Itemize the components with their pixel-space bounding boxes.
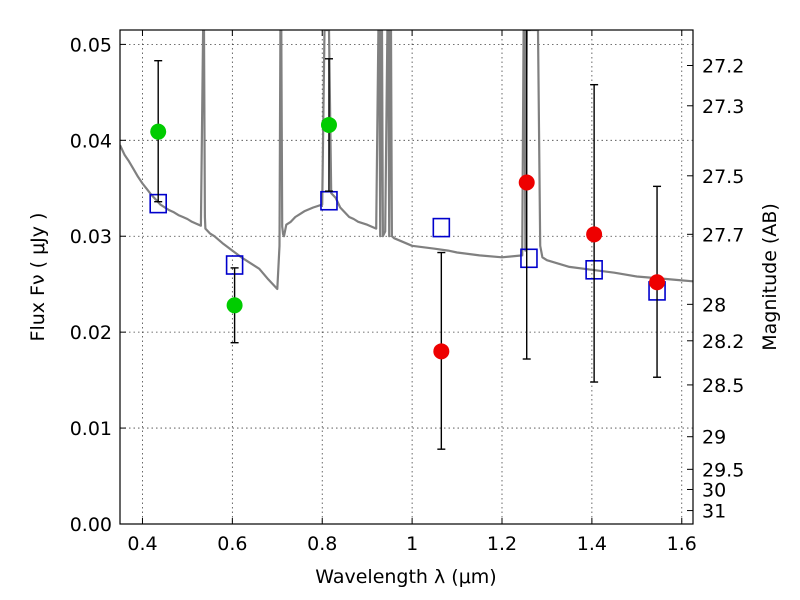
observed-flux-point (586, 226, 603, 243)
y2-tick-label: 27.3 (702, 96, 744, 118)
observed-flux-point (320, 116, 337, 133)
y2-tick-label: 28 (702, 294, 726, 316)
y2-tick-label: 27.5 (702, 166, 744, 188)
y2-tick-label: 27.7 (702, 224, 744, 246)
observed-flux-point (433, 343, 450, 360)
model-flux-square (432, 217, 451, 238)
x-tick-label: 1 (406, 533, 418, 555)
observed-flux-point (518, 174, 535, 191)
observed-flux-point (150, 123, 167, 140)
x-axis-label: Wavelength λ (μm) (315, 566, 496, 588)
y2-tick-label: 31 (702, 501, 726, 523)
observed-flux-point (226, 297, 243, 314)
y2-tick-label: 28.5 (702, 375, 744, 397)
marker-layer (149, 30, 666, 450)
y2-tick-label: 30 (702, 479, 726, 501)
model-spectrum-layer (120, 30, 693, 291)
x-tick-label: 1.2 (487, 533, 517, 555)
x-tick-label: 1.6 (667, 533, 697, 555)
model-flux-square (520, 248, 538, 269)
y-tick-label: 0.02 (70, 322, 112, 344)
x-tick-label: 0.4 (127, 533, 157, 555)
y2-tick-label: 27.2 (702, 55, 744, 77)
y2-tick-label: 29 (702, 427, 726, 449)
y2-tick-label: 28.2 (702, 331, 744, 353)
y-tick-label: 0.04 (70, 130, 112, 152)
y-tick-label: 0.01 (70, 418, 112, 440)
axis-layer: 0.4 0.6 0.8 1 1.2 1.4 1.6 0.00 0.01 0.02 0.03 0.04 0… (70, 30, 744, 555)
y2-tick-label: 29.5 (702, 459, 744, 481)
plot-frame (119, 29, 694, 525)
y-tick-label: 0.00 (70, 514, 112, 536)
model-spectrum-line (120, 30, 693, 291)
grid-layer (120, 30, 693, 524)
x-tick-label: 1.4 (577, 533, 607, 555)
observed-flux-point (649, 274, 666, 291)
x-tick-label: 0.8 (307, 533, 337, 555)
y-tick-label: 0.05 (70, 34, 112, 56)
plot-area (120, 30, 693, 450)
y-axis-label: Flux Fν ( μJy ) (27, 213, 49, 342)
y-tick-label: 0.03 (70, 226, 112, 248)
x-tick-label: 0.6 (217, 533, 247, 555)
y2-axis-label: Magnitude (AB) (759, 203, 781, 351)
